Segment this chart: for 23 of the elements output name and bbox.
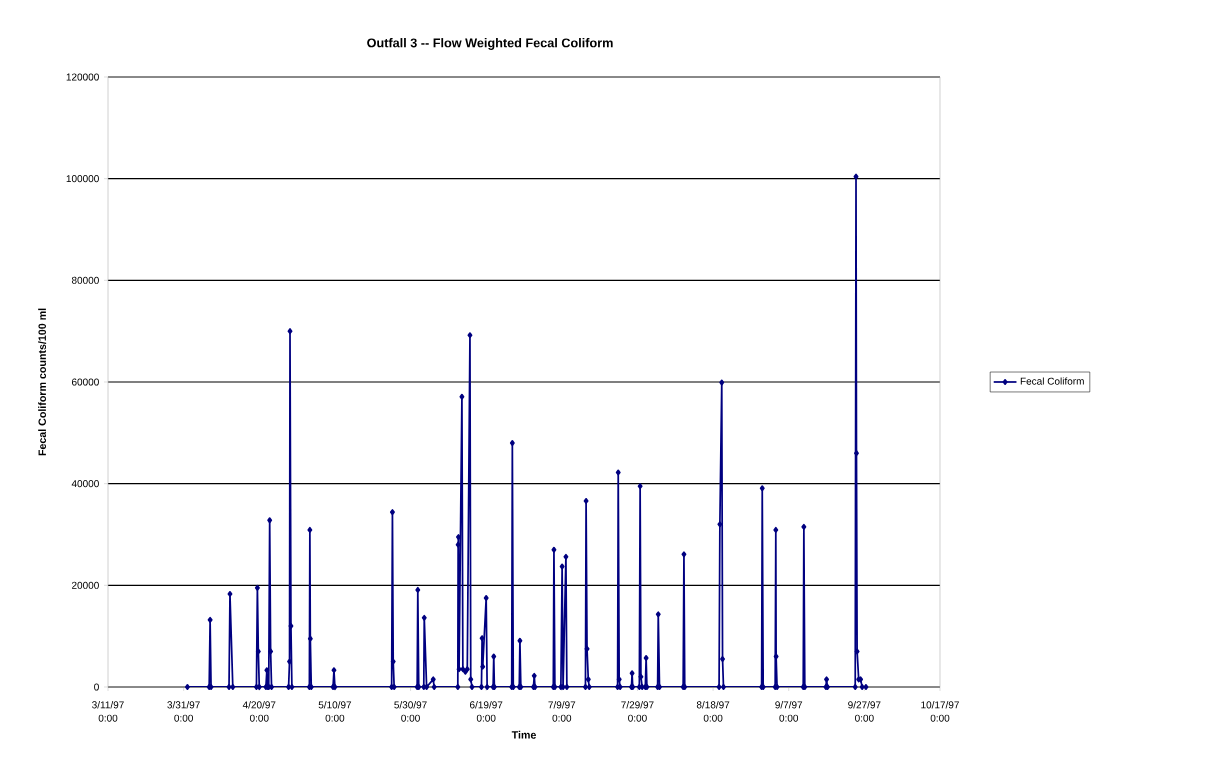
x-tick-label: 5/10/97 0:00 xyxy=(318,701,352,722)
x-tick-label: 9/27/97 0:00 xyxy=(848,701,881,722)
y-tick-label: 60000 xyxy=(71,378,99,386)
y-tick-label: 100000 xyxy=(66,175,99,183)
x-tick-label: 9/7/97 0:00 xyxy=(775,701,803,722)
x-tick-label: 7/29/97 0:00 xyxy=(621,701,654,722)
x-tick-label: 10/17/97 0:00 xyxy=(921,701,959,722)
y-tick-label: 80000 xyxy=(71,276,99,284)
x-axis-title: Time xyxy=(511,730,536,739)
y-tick-label: 40000 xyxy=(71,480,99,488)
y-axis-title: Fecal Coliform counts/100 ml xyxy=(38,308,47,456)
x-tick-label: 7/9/97 0:00 xyxy=(548,701,576,722)
chart-title: Outfall 3 -- Flow Weighted Fecal Coliform xyxy=(367,38,613,50)
x-tick-label: 6/19/97 0:00 xyxy=(470,701,503,722)
x-tick-label: 4/20/97 0:00 xyxy=(242,701,276,722)
y-tick-label: 20000 xyxy=(71,581,99,589)
y-tick-label: 120000 xyxy=(66,73,99,81)
y-tick-label: 0 xyxy=(94,683,99,691)
x-tick-label: 3/31/97 0:00 xyxy=(167,701,200,722)
x-tick-label: 5/30/97 0:00 xyxy=(394,701,427,722)
x-tick-label: 3/11/97 0:00 xyxy=(92,701,124,722)
x-tick-label: 8/18/97 0:00 xyxy=(696,701,730,722)
legend-label: Fecal Coliform xyxy=(1020,377,1084,385)
